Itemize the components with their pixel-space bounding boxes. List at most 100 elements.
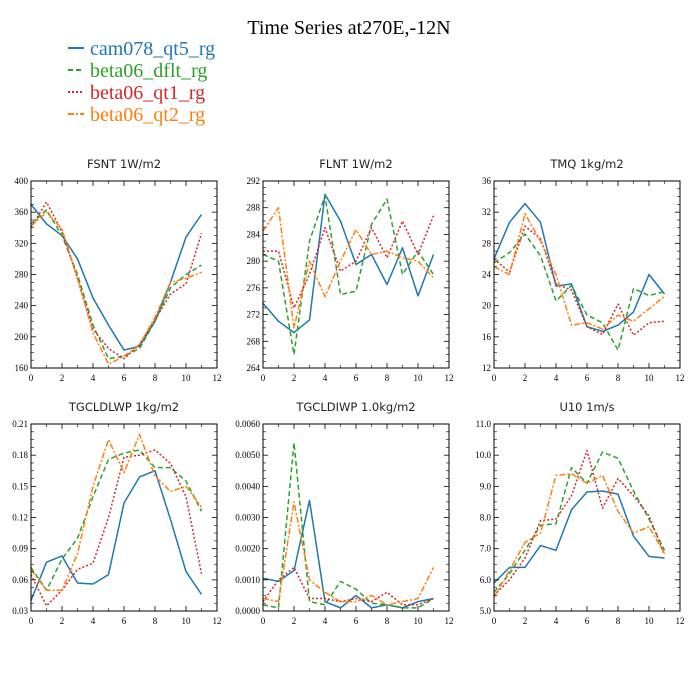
- chart-panel: FSNT 1W/m2 0 2 4 6 8 10 12 160 200 240 280 320 360 400: [15, 157, 222, 383]
- x-tick-label: 0: [261, 616, 266, 626]
- series-line: [493, 225, 665, 337]
- y-tick-label: 400: [15, 176, 29, 186]
- legend-entry: beta06_qt2_rg: [68, 104, 205, 126]
- y-tick-label: 0.18: [12, 450, 28, 460]
- y-tick-label: 264: [247, 363, 261, 373]
- x-tick-label: 6: [354, 373, 359, 383]
- x-tick-label: 6: [122, 616, 127, 626]
- x-tick-label: 10: [414, 616, 424, 626]
- y-tick-label: 0.03: [12, 606, 28, 616]
- y-tick-label: 32: [482, 207, 491, 217]
- x-tick-label: 4: [323, 373, 328, 383]
- y-tick-label: 0.09: [12, 544, 28, 554]
- series-line: [30, 203, 203, 351]
- y-tick-label: 280: [247, 256, 261, 266]
- series-line: [30, 470, 203, 601]
- series-line: [493, 212, 665, 330]
- y-tick-label: 12: [482, 363, 491, 373]
- x-tick-label: 6: [585, 616, 590, 626]
- y-tick-label: 5.0: [480, 606, 492, 616]
- series-line: [493, 202, 666, 333]
- series-line: [262, 193, 435, 334]
- x-tick-label: 8: [385, 616, 390, 626]
- legend-entry: cam078_qt5_rg: [68, 38, 215, 60]
- y-tick-label: 0.15: [12, 481, 28, 491]
- series-line: [263, 215, 435, 309]
- y-tick-label: 36: [482, 176, 492, 186]
- x-tick-label: 8: [385, 373, 390, 383]
- series-line: [262, 501, 435, 606]
- y-tick-label: 0.0000: [235, 606, 260, 616]
- x-tick-label: 0: [29, 616, 34, 626]
- chart-panel: FLNT 1W/m2 0 2 4 6 8 10 12 264 268 272 276 280 284 288…: [247, 157, 454, 383]
- y-tick-label: 360: [15, 207, 29, 217]
- x-tick-label: 12: [213, 373, 222, 383]
- legend-label: cam078_qt5_rg: [90, 38, 215, 60]
- y-tick-label: 284: [247, 229, 261, 239]
- panel-title: TGCLDIWP 1.0kg/m2: [295, 400, 415, 414]
- x-tick-label: 2: [60, 616, 65, 626]
- y-tick-label: 0.0060: [235, 419, 260, 429]
- legend-label: beta06_qt2_rg: [90, 104, 205, 126]
- x-tick-label: 6: [354, 616, 359, 626]
- panel-title: FLNT 1W/m2: [319, 157, 392, 171]
- y-tick-label: 280: [15, 270, 29, 280]
- x-tick-label: 8: [616, 373, 621, 383]
- x-tick-label: 0: [261, 373, 266, 383]
- y-tick-label: 240: [15, 301, 29, 311]
- x-tick-label: 0: [492, 373, 497, 383]
- x-tick-label: 0: [492, 616, 497, 626]
- y-tick-label: 160: [15, 363, 29, 373]
- x-tick-label: 8: [153, 373, 158, 383]
- y-tick-label: 16: [482, 332, 492, 342]
- chart-panel: TGCLDIWP 1.0kg/m2 0 2 4 6 8 10 12 0.0000 0.0010 0.…: [235, 400, 453, 626]
- y-tick-label: 10.0: [475, 450, 491, 460]
- x-tick-label: 2: [292, 373, 297, 383]
- series-line: [493, 233, 665, 351]
- x-tick-label: 2: [60, 373, 65, 383]
- series-line: [493, 473, 666, 598]
- series-line: [493, 490, 665, 584]
- x-tick-label: 10: [182, 616, 192, 626]
- legend-entry: beta06_qt1_rg: [68, 82, 205, 104]
- series-line: [30, 211, 202, 365]
- x-tick-label: 12: [676, 373, 685, 383]
- panel-title: TGCLDLWP 1kg/m2: [68, 400, 179, 414]
- series-line: [30, 433, 203, 591]
- figure-title: Time Series at270E,-12N: [247, 17, 450, 39]
- x-tick-label: 8: [616, 616, 621, 626]
- y-tick-label: 276: [247, 283, 261, 293]
- x-tick-label: 10: [182, 373, 192, 383]
- x-tick-label: 12: [213, 616, 222, 626]
- series-line: [262, 194, 435, 356]
- y-tick-label: 7.0: [480, 544, 492, 554]
- x-tick-label: 10: [414, 373, 424, 383]
- y-tick-label: 9.0: [480, 481, 492, 491]
- y-tick-label: 0.12: [12, 513, 28, 523]
- panel-title: TMQ 1kg/m2: [549, 157, 623, 171]
- series-line: [30, 449, 203, 591]
- x-tick-label: 2: [523, 616, 528, 626]
- series-line: [30, 449, 203, 607]
- series-line: [30, 201, 203, 360]
- y-tick-label: 0.21: [12, 419, 28, 429]
- x-tick-label: 12: [676, 616, 685, 626]
- series-line: [262, 206, 435, 329]
- x-tick-label: 12: [445, 616, 454, 626]
- y-tick-label: 0.0040: [235, 481, 260, 491]
- x-tick-label: 4: [91, 373, 96, 383]
- y-tick-label: 0.06: [12, 575, 28, 585]
- x-tick-label: 4: [323, 616, 328, 626]
- y-tick-label: 0.0030: [235, 513, 260, 523]
- x-tick-label: 4: [554, 616, 559, 626]
- y-tick-label: 0.0050: [235, 450, 260, 460]
- y-tick-label: 320: [15, 238, 29, 248]
- y-tick-label: 8.0: [480, 513, 492, 523]
- legend-label: beta06_dflt_rg: [90, 60, 207, 82]
- y-tick-label: 24: [482, 270, 492, 280]
- chart-panel: U10 1m/s 0 2 4 6 8 10 12 5.0 6.0 7.0 8.0 9.0 10.0 11.0: [475, 400, 684, 626]
- plot-frame: [30, 423, 218, 612]
- panel-title: U10 1m/s: [559, 400, 614, 414]
